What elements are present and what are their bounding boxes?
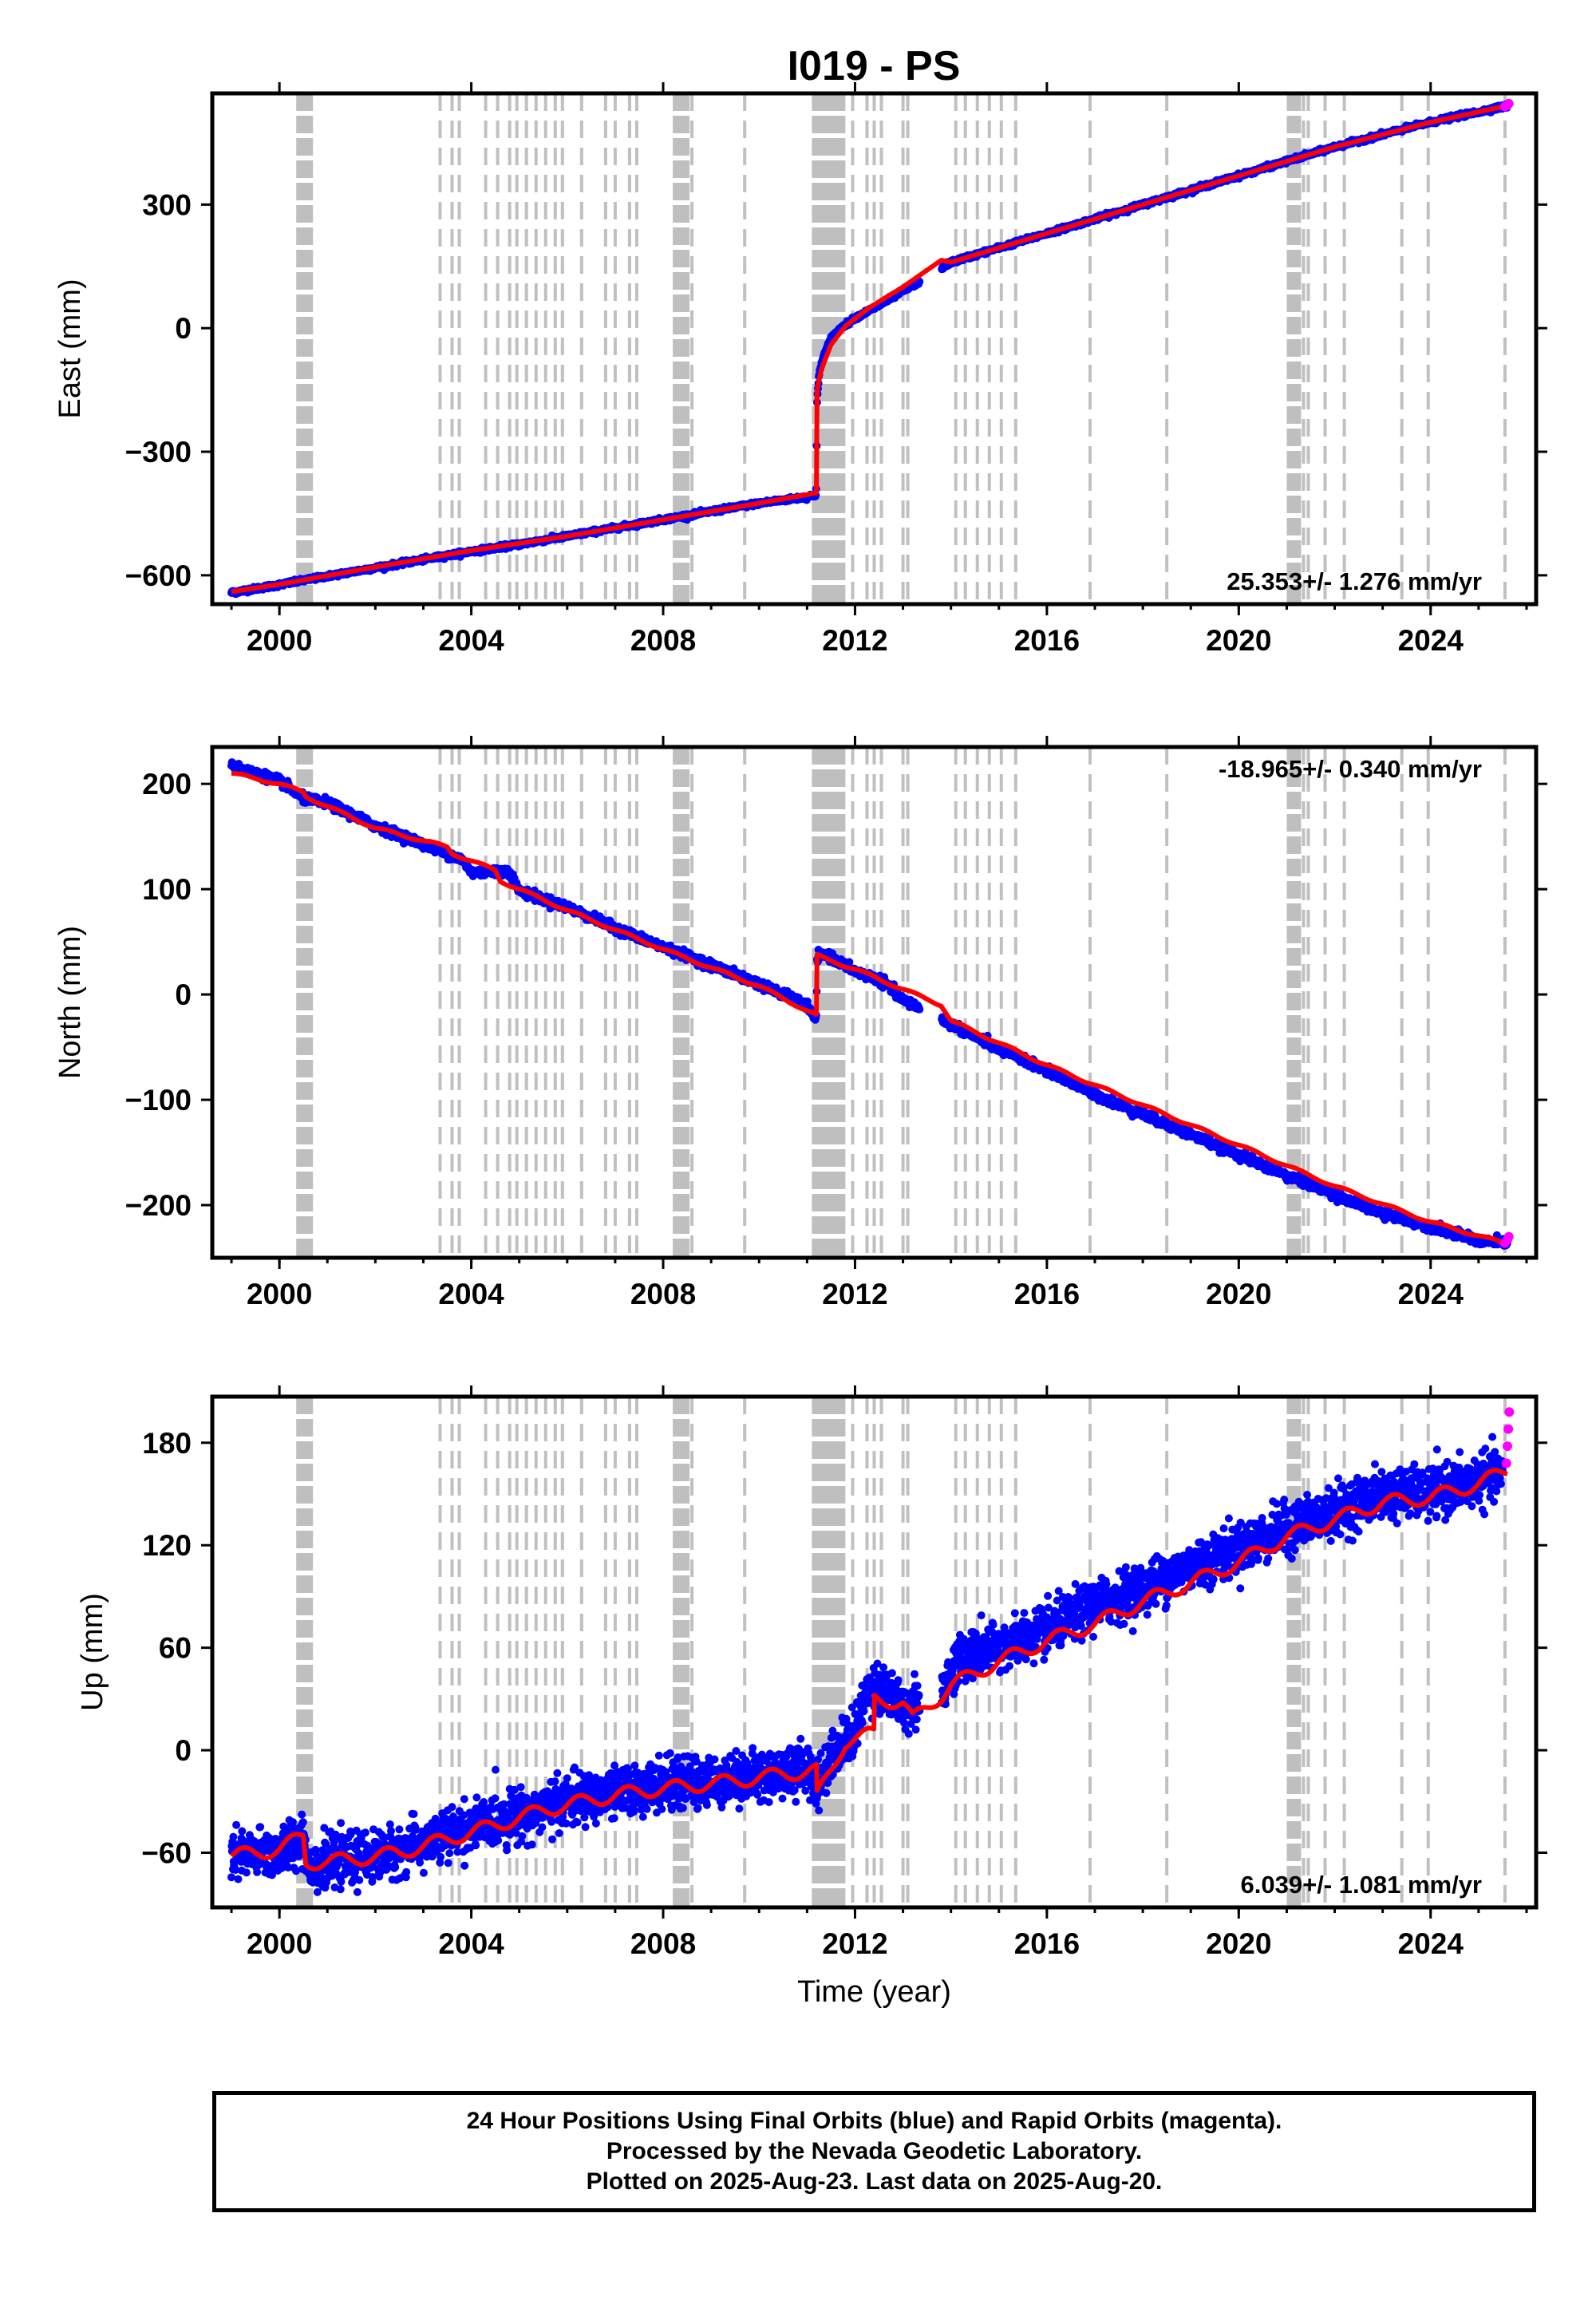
x-tick-label: 2016 [1014,624,1080,657]
final-orbit-points [227,758,1511,1250]
y-tick-label: −600 [125,559,192,592]
x-tick-label: 2008 [630,624,696,657]
panel-north: 2000 2004 2008 2012 2016 2020 2024−200−1000100… [53,736,1547,1310]
y-tick-label: −300 [125,436,192,468]
y-tick-label: 300 [142,188,192,221]
x-tick-label: 2024 [1398,624,1464,657]
x-tick-label: 2020 [1206,624,1271,657]
chart-title: I019 - PS [788,43,961,89]
x-tick-label: 2000 [247,624,312,657]
x-tick-label: 2012 [822,624,887,657]
final-orbit-points [227,100,1511,599]
y-tick-label: 0 [175,312,192,345]
data-point [915,1005,924,1014]
x-tick-label: 2004 [438,624,504,657]
panel-east: 2000 2004 2008 2012 2016 2020 2024 −600 −300 0 300… [53,82,1547,657]
plot-area-north [227,747,1514,1258]
rapid-orbit-points [1499,98,1514,112]
y-axis-label: East (mm) [53,279,87,418]
rate-label: 25.353+/- 1.276 mm/yr [1227,567,1482,595]
rapid-point [1503,98,1514,109]
plot-area-east [227,93,1514,604]
model-curve [229,103,1510,595]
